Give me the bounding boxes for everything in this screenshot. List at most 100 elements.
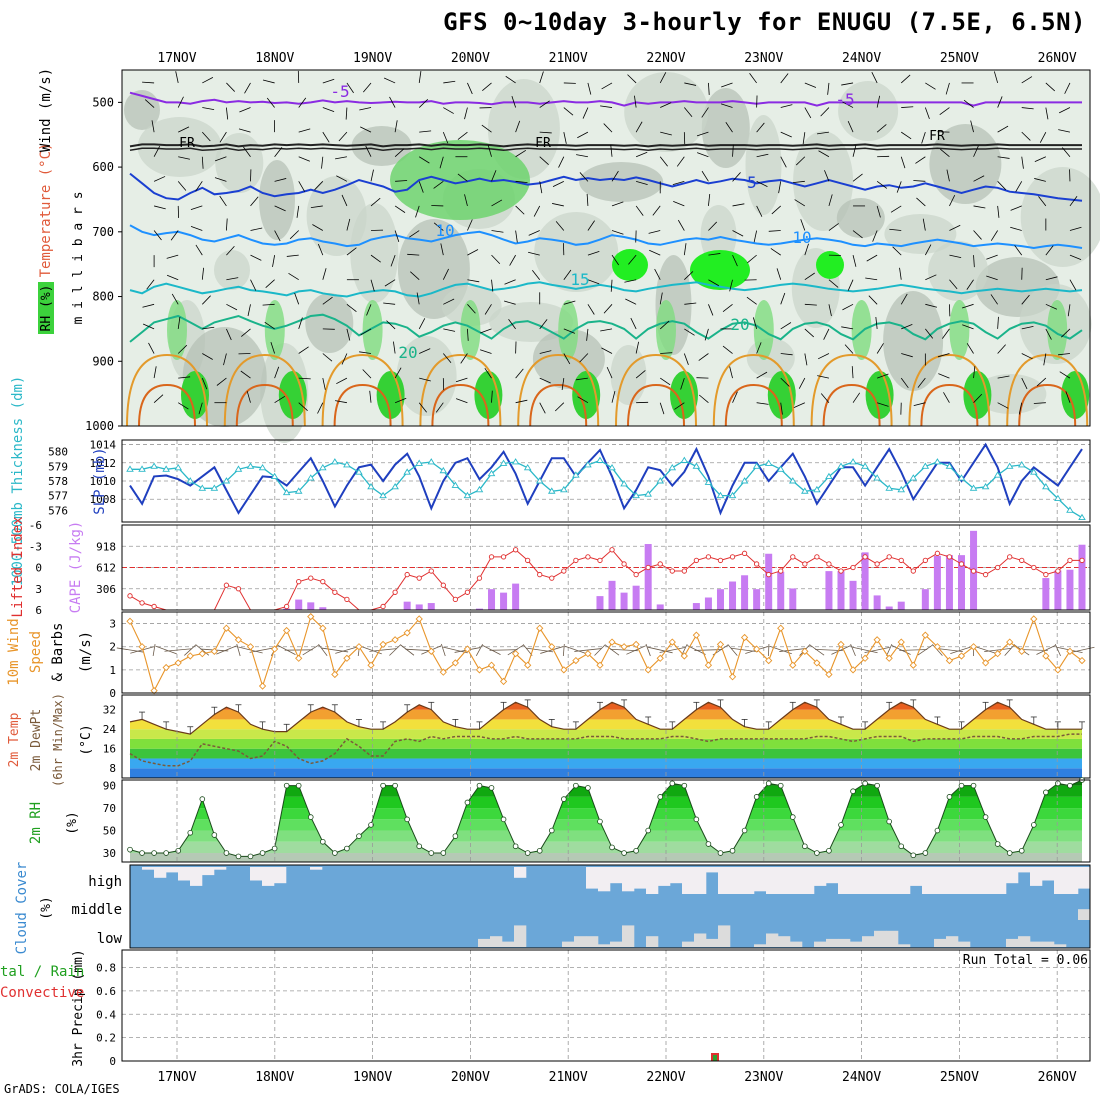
wind-speed-marker [222, 624, 231, 632]
cloud-clear-high [202, 867, 215, 876]
cloud-clear-high [802, 867, 815, 894]
wind-barb [610, 144, 613, 157]
rh-mid-cell [851, 300, 872, 360]
wind-barb [925, 328, 934, 339]
wind-barb [659, 320, 670, 330]
wind-barb [949, 254, 962, 259]
li-marker [488, 554, 495, 560]
wind-speed-marker [933, 643, 942, 651]
wind-barb [601, 347, 613, 354]
wind-barb [475, 643, 483, 657]
wind-barb [708, 253, 721, 256]
wind-barb [577, 396, 589, 404]
wind-barb [660, 131, 672, 136]
wind-barb [289, 230, 299, 240]
wind-speed-marker [210, 647, 218, 655]
wind-barb [852, 145, 857, 157]
rh-marker [802, 843, 808, 850]
cape-bar [403, 601, 411, 610]
wind-barb [606, 366, 613, 379]
wind-barb [184, 644, 197, 656]
wind-barb [901, 324, 913, 330]
slp-tick-label: 1012 [90, 457, 117, 470]
wind-speed-marker [885, 654, 893, 662]
wind-barb [966, 343, 974, 354]
wind-barb [1034, 178, 1046, 182]
cloud-low-bar [886, 930, 899, 947]
wind-barb [587, 82, 592, 95]
wind-barb [314, 181, 324, 191]
li-marker [452, 596, 459, 603]
cape-bar [1078, 544, 1086, 610]
y-tick-label: 900 [92, 354, 114, 368]
thickness-marker [186, 477, 195, 484]
date-label-top: 20NOV [451, 51, 490, 66]
wind-barb [526, 647, 554, 653]
wind-barb [823, 328, 830, 340]
thickness-marker [849, 458, 857, 465]
rh-shade [928, 241, 989, 301]
cloud-low-bar [1018, 936, 1031, 947]
thickness-marker [632, 491, 640, 499]
wind-barb [321, 156, 324, 169]
wind-barb [360, 328, 372, 336]
cloud-low-bar [826, 938, 839, 947]
cape-bar [512, 583, 520, 610]
wind-barb [363, 82, 372, 93]
wind-barb [219, 131, 227, 143]
wind-barb [817, 353, 830, 360]
wind-barb [852, 646, 878, 654]
wind-barb [171, 293, 179, 305]
cape-bar [825, 571, 833, 610]
wind-barb [852, 173, 863, 182]
cloud-clear-high [886, 867, 899, 894]
wind-speed-marker [584, 650, 592, 658]
rh-marker [524, 850, 531, 856]
isotherm-15 [129, 281, 1083, 298]
thickness-marker [343, 461, 351, 468]
date-label-bottom: 17NOV [157, 1070, 196, 1085]
li-tick-label: 6 [35, 604, 42, 617]
wind-barb [831, 645, 851, 655]
rh-shade [624, 72, 709, 152]
wind-barb [722, 303, 733, 313]
cloud-low-bar [490, 936, 503, 947]
cloud-low-bar [862, 936, 875, 947]
temp-label-3: (6hr Min/Max) [51, 693, 65, 787]
wind-barb [394, 120, 398, 133]
wind-barb [178, 126, 190, 133]
temp-arch-30 [724, 383, 783, 427]
wind-barb [1014, 245, 1023, 256]
wind-barb [250, 279, 257, 291]
cloud-low-bar [754, 944, 767, 947]
rh-mid-cell [949, 300, 970, 360]
cloud-clear-high [274, 867, 287, 884]
rh-marker [404, 816, 410, 823]
slp-tick-label: 1010 [90, 475, 117, 488]
wind-barb [491, 279, 494, 292]
thickness-marker [355, 468, 363, 475]
wind-barb [913, 180, 926, 182]
precip-legend-convective: Convective [0, 985, 84, 1001]
wind-barb [346, 82, 354, 94]
li-marker [802, 561, 808, 567]
wind-barb [151, 120, 155, 133]
wind-barb [721, 103, 733, 108]
wind-speed-marker [969, 643, 978, 651]
cloud-clear-high [1006, 867, 1019, 884]
rh-marker [452, 833, 459, 839]
wind-barb [201, 156, 204, 169]
wind-barb [635, 121, 643, 133]
li-marker [151, 603, 157, 610]
cloud-clear-high [874, 867, 887, 894]
wind-barb [611, 230, 624, 235]
wind-barb [515, 180, 528, 184]
cloud-clear-high [694, 867, 707, 894]
wind-speed-marker [560, 666, 568, 674]
wind-barb [266, 97, 275, 108]
wind-barb [409, 230, 420, 238]
wind-barb [925, 274, 937, 281]
wind-barb [505, 75, 516, 84]
wind-barb [950, 646, 973, 654]
wind-barb [370, 254, 381, 263]
